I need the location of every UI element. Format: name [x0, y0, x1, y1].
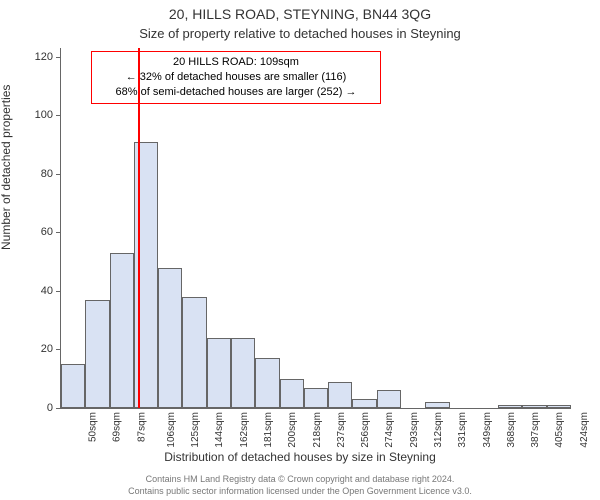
y-tick-label: 80: [41, 168, 61, 180]
histogram-bar: [547, 405, 571, 408]
x-tick-label: 405sqm: [555, 408, 566, 448]
y-axis-label: Number of detached properties: [0, 85, 13, 250]
x-tick-label: 125sqm: [190, 408, 201, 448]
info-box: 20 HILLS ROAD: 109sqm ← 32% of detached …: [91, 51, 381, 104]
histogram-bar: [255, 358, 279, 408]
y-tick-label: 100: [35, 109, 61, 121]
histogram-bar: [207, 338, 231, 408]
histogram-bar: [304, 388, 328, 408]
x-tick-label: 312sqm: [433, 408, 444, 448]
histogram-bar: [377, 390, 401, 408]
y-tick-label: 40: [41, 285, 61, 297]
x-tick-label: 162sqm: [239, 408, 250, 448]
x-tick-label: 50sqm: [88, 408, 99, 442]
footer-line1: Contains HM Land Registry data © Crown c…: [0, 474, 600, 484]
x-tick-label: 69sqm: [112, 408, 123, 442]
x-tick-label: 237sqm: [336, 408, 347, 448]
plot-area: 20 HILLS ROAD: 109sqm ← 32% of detached …: [60, 48, 571, 409]
histogram-bar: [231, 338, 255, 408]
x-tick-label: 256sqm: [360, 408, 371, 448]
histogram-bar: [61, 364, 85, 408]
histogram-bar: [280, 379, 304, 408]
histogram-bar: [498, 405, 522, 408]
x-tick-label: 349sqm: [482, 408, 493, 448]
histogram-bar: [352, 399, 376, 408]
y-tick-label: 0: [47, 402, 61, 414]
chart-title-address: 20, HILLS ROAD, STEYNING, BN44 3QG: [0, 6, 600, 22]
histogram-bar: [158, 268, 182, 408]
histogram-bar: [182, 297, 206, 408]
histogram-bar: [425, 402, 449, 408]
x-tick-label: 218sqm: [312, 408, 323, 448]
x-tick-label: 293sqm: [409, 408, 420, 448]
chart-subtitle: Size of property relative to detached ho…: [0, 26, 600, 41]
x-tick-label: 87sqm: [136, 408, 147, 442]
x-tick-label: 200sqm: [287, 408, 298, 448]
x-tick-label: 106sqm: [166, 408, 177, 448]
histogram-bar: [110, 253, 134, 408]
x-tick-label: 144sqm: [215, 408, 226, 448]
y-tick-label: 20: [41, 343, 61, 355]
x-tick-label: 274sqm: [385, 408, 396, 448]
chart-container: 20, HILLS ROAD, STEYNING, BN44 3QG Size …: [0, 0, 600, 500]
marker-line: [138, 48, 140, 408]
histogram-bar: [328, 382, 352, 408]
y-tick-label: 120: [35, 51, 61, 63]
footer-line2: Contains public sector information licen…: [0, 486, 600, 496]
histogram-bar: [522, 405, 546, 408]
x-axis-label: Distribution of detached houses by size …: [0, 450, 600, 464]
x-tick-label: 331sqm: [457, 408, 468, 448]
x-tick-label: 424sqm: [579, 408, 590, 448]
y-tick-label: 60: [41, 226, 61, 238]
x-tick-label: 387sqm: [530, 408, 541, 448]
x-tick-label: 368sqm: [506, 408, 517, 448]
histogram-bar: [85, 300, 109, 408]
x-tick-label: 181sqm: [263, 408, 274, 448]
